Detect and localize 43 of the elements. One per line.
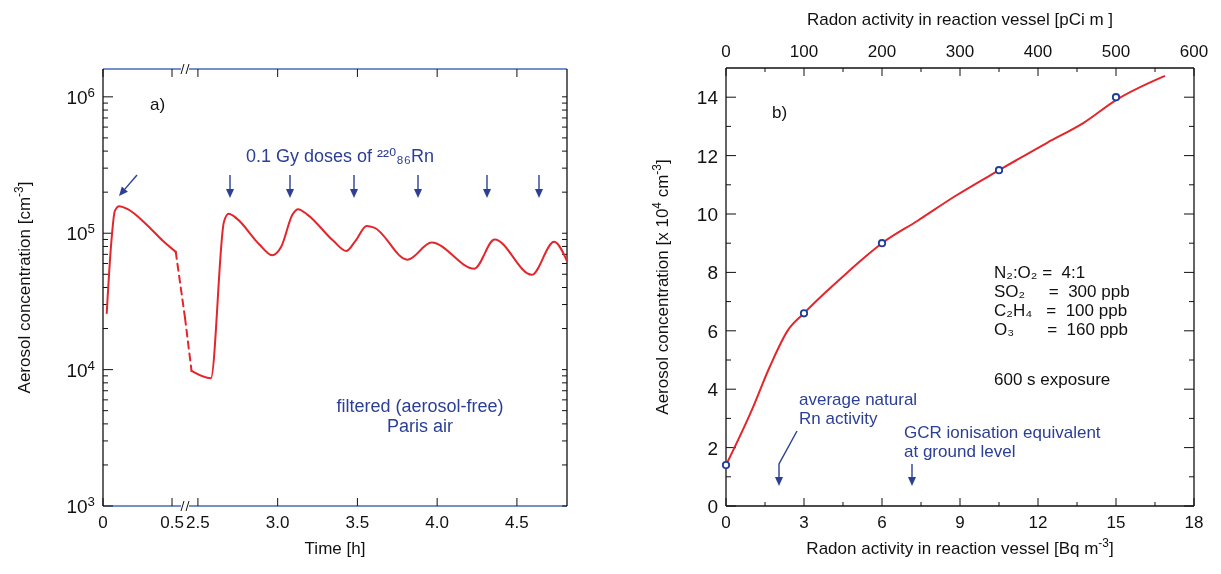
x2-tick-label: 100 xyxy=(789,42,819,61)
x2-tick-label: 400 xyxy=(1023,42,1053,61)
x-tick-label: 3.5 xyxy=(345,513,370,532)
x2-tick-label: 300 xyxy=(945,42,975,61)
y-tick-label: 10$^{3}$ xyxy=(66,493,95,517)
x-axis-title: Time [h] xyxy=(304,539,366,558)
y-tick-label: 14 xyxy=(696,87,719,109)
x-tick-label: 0.5 xyxy=(160,513,184,532)
x-tick-label: 15 xyxy=(1106,513,1126,532)
x2-tick-label: 500 xyxy=(1101,42,1131,61)
x-tick-label: 4.0 xyxy=(425,513,449,532)
y-tick-label: 10$^{5}$ xyxy=(66,220,95,245)
x-tick-label: 3 xyxy=(799,513,809,532)
x-tick-label: 0 xyxy=(98,513,108,532)
x2-tick-label: 0 xyxy=(721,42,731,61)
x-tick-label: 3.0 xyxy=(265,513,290,532)
annotation: 600 s exposure xyxy=(994,370,1111,389)
annotation: GCR ionisation equivalent at ground level xyxy=(904,423,1101,461)
x2-tick-label: 200 xyxy=(867,42,897,61)
annotation: 0.1 Gy doses of ²²⁰₈₆Rn xyxy=(245,146,435,166)
y-tick-label: 10 xyxy=(696,204,718,225)
y-tick-label: 10$^{4}$ xyxy=(66,357,95,381)
x2-tick-label: 600 xyxy=(1179,42,1209,61)
x2-axis-title: Radon activity in reaction vessel [pCi m ] xyxy=(806,10,1114,29)
y-tick-label: 4 xyxy=(707,379,719,401)
y-tick-label: 0 xyxy=(707,496,718,517)
annotation: filtered (aerosol-free) Paris air xyxy=(336,396,504,436)
annotation: N₂:O₂ = 4:1 SO₂ = 300 ppb C₂H₄ = 100 ppb O₃ = 160 ppb xyxy=(994,263,1130,339)
y-tick-label: 2 xyxy=(707,437,718,459)
x-axis-title: Radon activity in reaction vessel [Bq m$^{-3}$] xyxy=(806,536,1114,558)
y-tick-label: 8 xyxy=(707,262,718,284)
x-tick-label: 9 xyxy=(955,513,965,532)
y-tick-label: 6 xyxy=(707,320,718,342)
x-tick-label: 2.5 xyxy=(186,513,210,532)
x-tick-label: 6 xyxy=(877,513,887,532)
annotation: b) xyxy=(772,103,788,122)
annotation: a) xyxy=(150,95,166,114)
x-tick-label: 12 xyxy=(1028,513,1048,532)
x-tick-label: 18 xyxy=(1184,513,1204,532)
x-tick-label: 0 xyxy=(721,513,731,532)
x-tick-label: 4.5 xyxy=(505,513,529,532)
y-tick-label: 12 xyxy=(696,145,718,167)
y-tick-label: 10$^{6}$ xyxy=(66,84,95,108)
